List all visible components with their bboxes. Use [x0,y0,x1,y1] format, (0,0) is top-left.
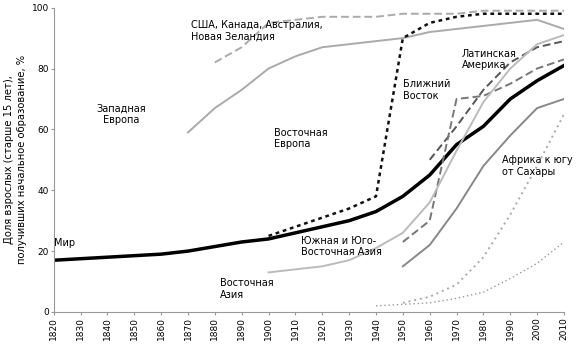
Text: Восточная
Европа: Восточная Европа [274,128,328,149]
Text: Южная и Юго-
Восточная Азия: Южная и Юго- Восточная Азия [301,236,382,258]
Text: Африка к югу
от Сахары: Африка к югу от Сахары [502,155,573,177]
Text: Ближний
Восток: Ближний Восток [403,79,450,101]
Text: США, Канада, Австралия,
Новая Зеландия: США, Канада, Австралия, Новая Зеландия [190,20,322,41]
Text: Латинская
Америка: Латинская Америка [462,49,517,70]
Text: Мир: Мир [54,238,75,248]
Text: Западная
Европа: Западная Европа [96,104,145,125]
Text: Восточная
Азия: Восточная Азия [220,279,274,300]
Y-axis label: Доля взрослых (старше 15 лет),
получивших начальное образование, %: Доля взрослых (старше 15 лет), получивши… [4,55,27,265]
